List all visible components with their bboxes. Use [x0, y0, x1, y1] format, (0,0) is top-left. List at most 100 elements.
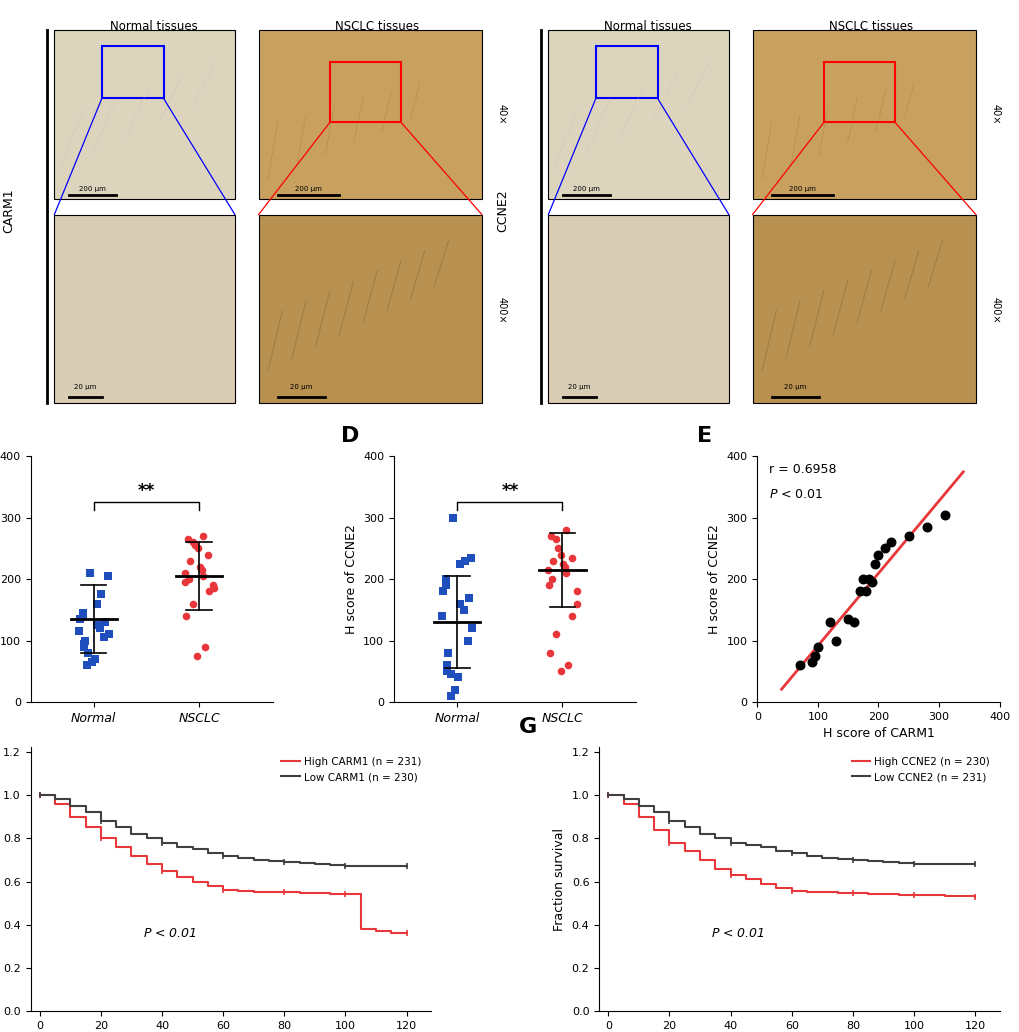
Y-axis label: H score of CCNE2: H score of CCNE2: [707, 524, 720, 634]
Point: [554, 555, 571, 572]
High CCNE2 (n = 230): [876, 888, 889, 900]
Point: [180, 571, 197, 587]
Point: [201, 583, 217, 600]
Text: 400×: 400×: [495, 297, 505, 324]
Point: [552, 546, 569, 562]
Point: [89, 595, 105, 612]
Low CCNE2 (n = 231): [769, 845, 782, 858]
Low CCNE2 (n = 231): [739, 839, 751, 851]
Low CARM1 (n = 230): [49, 794, 61, 806]
Bar: [54, 215, 234, 402]
Bar: [752, 215, 975, 402]
Text: 20 μm: 20 μm: [74, 384, 97, 390]
Point: [446, 681, 463, 698]
Point: [455, 602, 472, 618]
Low CCNE2 (n = 231): [800, 849, 812, 862]
Point: [79, 645, 96, 662]
High CARM1 (n = 231): [95, 832, 107, 844]
Text: 200 μm: 200 μm: [573, 186, 599, 192]
High CARM1 (n = 231): [385, 928, 397, 940]
Low CARM1 (n = 230): [400, 861, 413, 873]
Text: 20 μm: 20 μm: [289, 384, 312, 390]
Point: [541, 645, 557, 662]
Point: [857, 583, 873, 600]
High CARM1 (n = 231): [171, 871, 183, 883]
High CCNE2 (n = 230): [678, 845, 690, 858]
Point: [82, 565, 98, 581]
Point: [78, 656, 95, 673]
Text: r = 0.6958: r = 0.6958: [768, 463, 837, 477]
Low CARM1 (n = 230): [309, 858, 321, 870]
Low CARM1 (n = 230): [385, 861, 397, 873]
Low CARM1 (n = 230): [263, 854, 275, 867]
Low CARM1 (n = 230): [355, 861, 367, 873]
High CCNE2 (n = 230): [800, 885, 812, 898]
Point: [564, 608, 580, 624]
Bar: [752, 30, 975, 198]
X-axis label: H score of CARM1: H score of CARM1: [821, 728, 933, 740]
Point: [918, 519, 934, 536]
Low CARM1 (n = 230): [232, 851, 245, 864]
Text: B: B: [515, 0, 532, 2]
Low CARM1 (n = 230): [370, 861, 382, 873]
Text: $P$ < 0.01: $P$ < 0.01: [710, 928, 764, 940]
High CCNE2 (n = 230): [632, 810, 644, 823]
Low CARM1 (n = 230): [324, 860, 336, 872]
Point: [442, 666, 459, 682]
Point: [181, 552, 198, 569]
Point: [100, 568, 116, 584]
Point: [442, 687, 459, 704]
Point: [875, 540, 892, 556]
Point: [869, 546, 886, 562]
Point: [544, 552, 560, 569]
Text: D: D: [340, 426, 359, 447]
Low CCNE2 (n = 231): [678, 821, 690, 834]
Bar: [595, 46, 657, 98]
High CARM1 (n = 231): [217, 884, 229, 897]
High CARM1 (n = 231): [370, 925, 382, 937]
Low CCNE2 (n = 231): [754, 841, 766, 853]
Point: [89, 617, 105, 634]
Low CARM1 (n = 230): [248, 853, 260, 866]
High CCNE2 (n = 230): [861, 888, 873, 900]
Point: [559, 656, 576, 673]
Low CCNE2 (n = 231): [647, 806, 659, 818]
Low CCNE2 (n = 231): [846, 853, 858, 866]
Bar: [259, 215, 481, 402]
Bar: [259, 30, 481, 198]
Point: [845, 614, 861, 631]
Low CARM1 (n = 230): [171, 841, 183, 853]
Point: [186, 537, 203, 553]
Text: $P$ < 0.01: $P$ < 0.01: [143, 928, 197, 940]
Y-axis label: H score of CCNE2: H score of CCNE2: [344, 524, 358, 634]
Text: Normal tissues: Normal tissues: [603, 21, 691, 33]
Low CARM1 (n = 230): [110, 821, 122, 834]
Low CARM1 (n = 230): [293, 857, 306, 869]
Bar: [823, 62, 895, 123]
High CARM1 (n = 231): [232, 885, 245, 898]
High CARM1 (n = 231): [248, 885, 260, 898]
Text: E: E: [696, 426, 711, 447]
Point: [900, 527, 916, 544]
Point: [547, 626, 564, 643]
Low CARM1 (n = 230): [64, 800, 76, 812]
Point: [791, 656, 807, 673]
Low CCNE2 (n = 231): [876, 856, 889, 868]
Point: [860, 571, 876, 587]
Point: [539, 561, 555, 578]
Low CCNE2 (n = 231): [968, 858, 980, 870]
Point: [542, 527, 558, 544]
Text: CARM1: CARM1: [3, 188, 15, 233]
Low CCNE2 (n = 231): [892, 857, 904, 869]
High CCNE2 (n = 230): [892, 889, 904, 901]
Point: [439, 645, 455, 662]
Point: [552, 663, 569, 679]
Text: 200 μm: 200 μm: [78, 186, 106, 192]
Text: $P$ < 0.01: $P$ < 0.01: [768, 488, 823, 501]
Point: [195, 568, 211, 584]
Point: [809, 639, 825, 655]
High CCNE2 (n = 230): [754, 877, 766, 890]
Point: [464, 620, 480, 637]
Point: [444, 510, 461, 526]
Point: [184, 534, 201, 550]
